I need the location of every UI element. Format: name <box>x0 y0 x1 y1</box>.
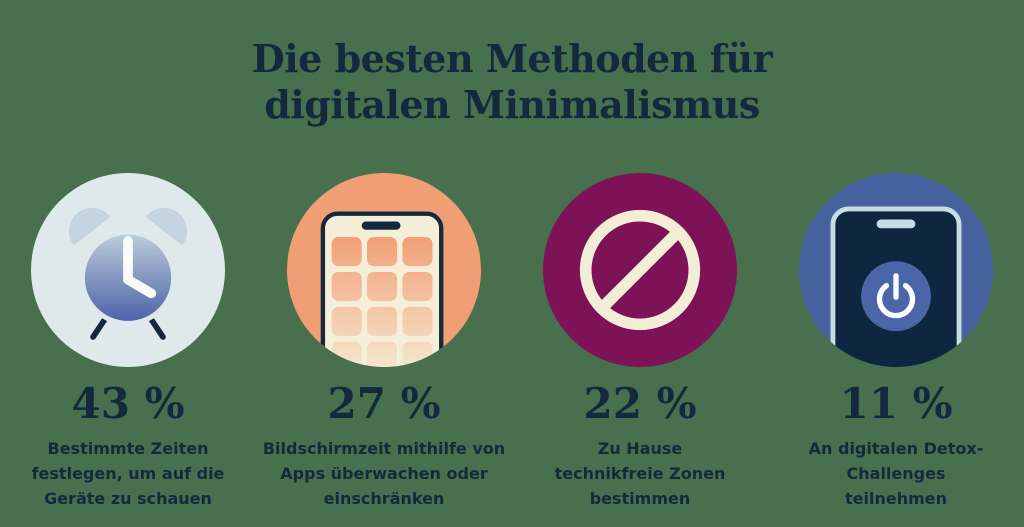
stat-percent: 27 % <box>327 379 441 429</box>
stat-caption: An digitalen Detox- Challenges teilnehme… <box>808 438 984 508</box>
page-title: Die besten Methoden für digitalen Minima… <box>251 36 773 128</box>
stat-item-tech-free-zones: 22 % Zu Hause technikfreie Zonen bestimm… <box>512 173 768 510</box>
stat-caption: Zu Hause technikfreie Zonen bestimmen <box>554 438 726 508</box>
prohibition-sign-icon <box>579 210 701 331</box>
stats-row: 43 % Bestimmte Zeiten festlegen, um auf … <box>0 173 1024 510</box>
alarm-clock-icon <box>68 208 188 341</box>
phone-power-off-icon <box>830 206 962 368</box>
stat-caption: Bildschirmzeit mithilfe von Apps überwac… <box>262 438 506 508</box>
stat-item-fixed-times: 43 % Bestimmte Zeiten festlegen, um auf … <box>0 173 256 510</box>
infographic-background: { "palette": { "background": "#48704E", … <box>0 25 1024 527</box>
phone-app-grid-icon <box>320 212 444 368</box>
alarm-clock-circle <box>31 173 225 368</box>
stat-percent: 43 % <box>71 379 185 429</box>
stat-item-screen-time-apps: 27 % Bildschirmzeit mithilfe von Apps üb… <box>256 173 512 510</box>
phone-power-off-circle <box>799 173 993 368</box>
phone-app-grid-circle <box>287 173 481 368</box>
stat-caption: Bestimmte Zeiten festlegen, um auf die G… <box>31 438 225 508</box>
stat-percent: 22 % <box>583 379 697 429</box>
stat-item-detox-challenge: 11 % An digitalen Detox- Challenges teil… <box>768 173 1024 510</box>
stat-percent: 11 % <box>839 379 953 429</box>
prohibition-sign-circle <box>543 173 737 368</box>
